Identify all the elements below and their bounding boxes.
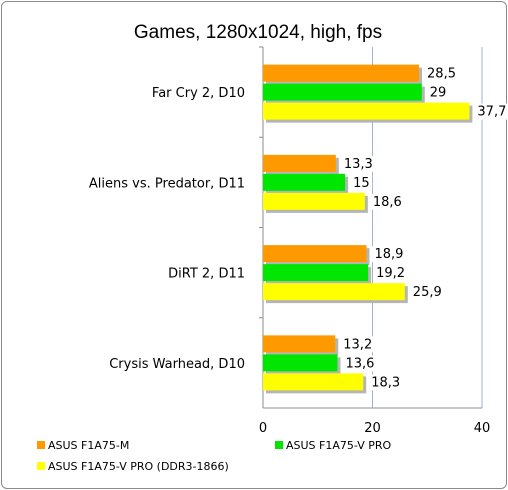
legend-label: ASUS F1A75-V PRO (DDR3-1866) xyxy=(48,460,229,473)
bar xyxy=(263,354,338,372)
data-label-bg xyxy=(340,336,379,353)
x-tick-label: 20 xyxy=(364,421,381,436)
data-label: 18,6 xyxy=(373,195,402,210)
legend-swatch xyxy=(275,441,283,449)
data-label-bg xyxy=(350,174,373,191)
x-tick-label: 0 xyxy=(259,421,267,436)
data-label-bg xyxy=(424,65,463,82)
data-label: 19,2 xyxy=(376,266,405,281)
bar xyxy=(263,83,422,101)
bar xyxy=(263,173,346,191)
legend-swatch xyxy=(37,441,45,449)
bar xyxy=(263,264,369,282)
category-label: DiRT 2, D11 xyxy=(168,267,245,282)
data-label: 28,5 xyxy=(427,67,456,82)
data-label-bg xyxy=(368,374,407,391)
data-label: 13,3 xyxy=(344,157,373,172)
chart-title: Games, 1280x1024, high, fps xyxy=(134,22,382,43)
legend-swatch xyxy=(37,462,45,470)
category-label: Aliens vs. Predator, D11 xyxy=(89,176,245,191)
data-label: 13,2 xyxy=(343,337,372,352)
data-label: 13,6 xyxy=(345,356,374,371)
data-label: 37,7 xyxy=(477,105,506,120)
data-label-bg xyxy=(474,103,508,120)
data-label-bg xyxy=(342,355,381,372)
bar xyxy=(263,373,364,391)
data-label-bg xyxy=(369,193,408,210)
data-label: 25,9 xyxy=(413,285,442,300)
x-tick-label: 40 xyxy=(474,421,491,436)
data-label-bg xyxy=(409,284,448,301)
data-label: 18,3 xyxy=(371,375,400,390)
data-label-bg xyxy=(373,265,412,282)
legend-label: ASUS F1A75-M xyxy=(48,439,129,452)
category-label: Crysis Warhead, D10 xyxy=(109,357,245,372)
category-label: Far Cry 2, D10 xyxy=(152,86,245,101)
data-label-bg xyxy=(340,155,379,172)
plot-area: 0 20 40 Far Cry 2, D10 28,5 29 37,7 Aliens vs. … xyxy=(89,46,508,436)
data-label-bg xyxy=(371,246,410,263)
legend: ASUS F1A75-M ASUS F1A75-V PRO ASUS F1A75-V… xyxy=(37,439,392,473)
bar xyxy=(263,283,405,301)
data-label: 18,9 xyxy=(374,247,403,262)
bar xyxy=(263,192,365,210)
bar xyxy=(263,64,420,82)
data-label: 15 xyxy=(353,176,370,191)
data-label: 29 xyxy=(430,86,447,101)
bar xyxy=(263,154,336,172)
bar xyxy=(263,102,470,120)
legend-label: ASUS F1A75-V PRO xyxy=(286,439,392,452)
data-label-bg xyxy=(426,84,449,101)
bar xyxy=(263,335,336,353)
bar xyxy=(263,245,367,263)
